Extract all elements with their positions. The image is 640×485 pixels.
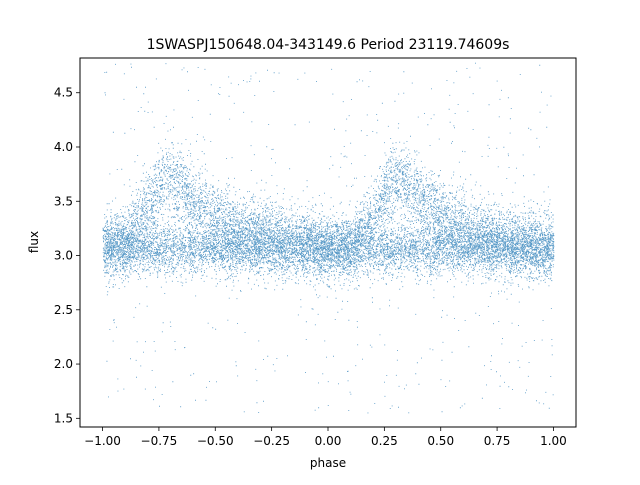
y-tick-label: 2.0	[54, 357, 73, 371]
data-points	[102, 62, 555, 414]
y-axis-label: flux	[27, 231, 41, 253]
x-axis-ticks: −1.00 −0.75 −0.50 −0.25 0.00 0.25 0.50 0.75 1.00	[84, 427, 567, 448]
y-tick-label: 3.5	[54, 194, 73, 208]
x-tick-label: 0.75	[484, 434, 511, 448]
x-axis-label: phase	[310, 456, 346, 470]
y-tick-label: 4.5	[54, 86, 73, 100]
x-tick-label: −0.25	[253, 434, 290, 448]
x-tick-label: 1.00	[540, 434, 567, 448]
x-tick-label: −0.75	[141, 434, 178, 448]
y-tick-label: 1.5	[54, 411, 73, 425]
x-tick-label: 0.25	[371, 434, 398, 448]
chart-title: 1SWASPJ150648.04-343149.6 Period 23119.7…	[147, 37, 510, 53]
y-tick-label: 2.5	[54, 303, 73, 317]
x-tick-label: −0.50	[197, 434, 234, 448]
x-tick-label: 0.50	[427, 434, 454, 448]
flux-points	[102, 62, 555, 414]
y-tick-label: 3.0	[54, 249, 73, 263]
x-tick-label: −1.00	[84, 434, 121, 448]
y-axis-ticks: 1.5 2.0 2.5 3.0 3.5 4.0 4.5	[54, 86, 80, 425]
x-tick-label: 0.00	[315, 434, 342, 448]
y-tick-label: 4.0	[54, 140, 73, 154]
